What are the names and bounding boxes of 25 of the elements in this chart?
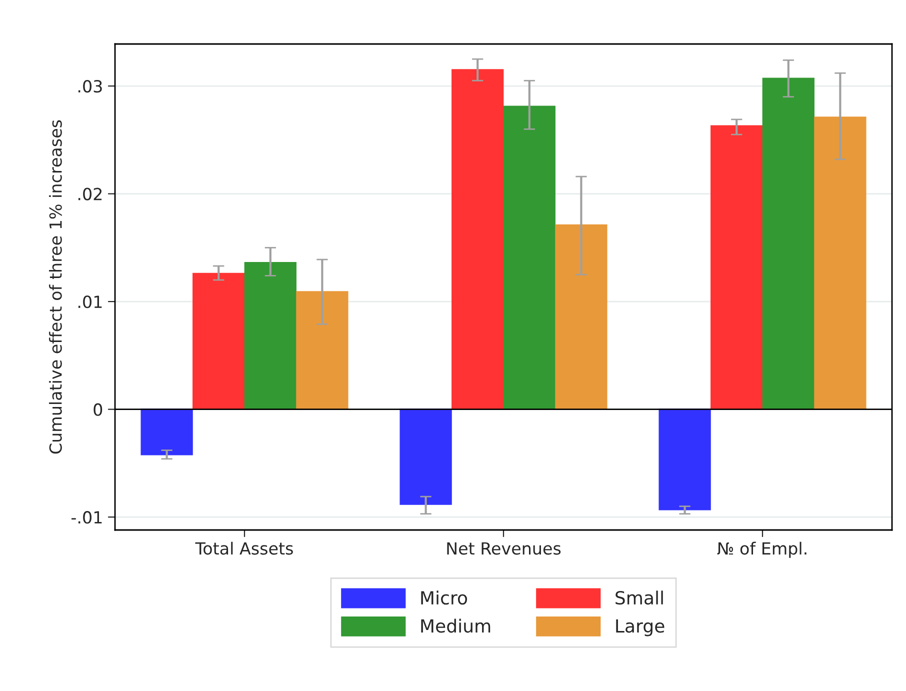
y-tick-label: .02	[78, 188, 102, 200]
bar	[296, 291, 348, 410]
bar	[192, 272, 245, 410]
bar	[814, 116, 866, 410]
bar	[710, 125, 763, 410]
legend-label: Large	[616, 619, 664, 636]
bar	[555, 224, 608, 410]
bar	[452, 69, 504, 410]
y-tick-label: .03	[78, 80, 102, 93]
y-tick-label: 0	[94, 403, 102, 416]
bar	[658, 408, 711, 510]
y-axis-title: Cumulative effect of three 1% increases	[48, 120, 62, 454]
y-tick-label: -.01	[71, 511, 102, 524]
bar	[244, 262, 296, 410]
y-tick-label: .01	[78, 296, 102, 308]
bar	[140, 408, 193, 456]
legend-label: Micro	[421, 590, 468, 605]
x-tick-label: Net Revenues	[447, 542, 561, 555]
bar	[400, 408, 452, 505]
legend-label: Small	[616, 590, 663, 605]
x-tick-label: Total Assets	[195, 542, 293, 555]
x-tick-label: № of Empl.	[717, 542, 806, 558]
bar	[762, 78, 814, 410]
bar	[503, 106, 556, 410]
legend-label: Medium	[421, 618, 490, 633]
